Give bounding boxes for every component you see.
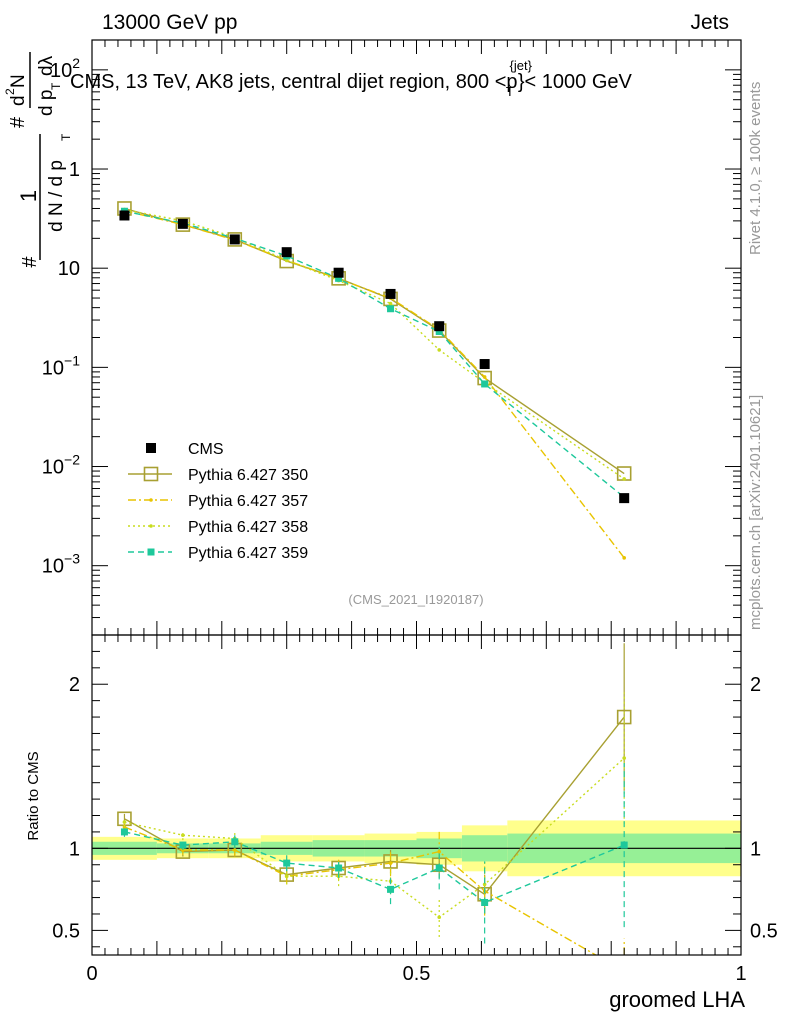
- mc-point: [335, 274, 343, 282]
- legend-label-3: Pythia 6.427 359: [188, 545, 308, 562]
- cms-point: [434, 321, 445, 332]
- x-tick-label: 0.5: [403, 963, 431, 985]
- mc-point: [481, 380, 489, 388]
- header-right: Jets: [690, 11, 729, 34]
- cms-point: [119, 210, 130, 221]
- svg-text:1: 1: [16, 190, 41, 202]
- ratio-point: [435, 864, 443, 872]
- ratio-point: [482, 882, 487, 887]
- cms-point: [385, 288, 396, 299]
- mc-point: [388, 301, 393, 306]
- legend-label-0: Pythia 6.427 350: [188, 467, 308, 484]
- ratio-y-tick-label: 2: [69, 674, 80, 696]
- svg-text:N: N: [8, 74, 29, 88]
- svg-text:#: #: [19, 256, 41, 268]
- svg-text:d N / d p: d N / d p: [46, 160, 67, 232]
- cms-point: [479, 359, 490, 370]
- mc-point: [387, 305, 395, 313]
- mc-point: [175, 217, 191, 232]
- x-axis-label: groomed LHA: [609, 987, 745, 1012]
- ratio-point: [283, 859, 291, 867]
- ratio-point: [620, 841, 628, 849]
- ratio-point: [387, 885, 395, 893]
- cms-point: [619, 493, 630, 504]
- ratio-point: [481, 898, 489, 906]
- ratio-point: [231, 838, 239, 846]
- svg-text:2: 2: [3, 88, 17, 95]
- ratio-y-tick-label-right: 1: [750, 838, 761, 860]
- svg-text:d: d: [8, 95, 29, 106]
- mc-point: [622, 477, 626, 481]
- main-y-label: # 1 d N / d p T # d 2 N d p T dλ: [3, 52, 73, 268]
- legend-label-1: Pythia 6.427 357: [188, 493, 308, 510]
- y-tick-label: 10−1: [42, 352, 80, 379]
- ratio-point: [437, 849, 442, 854]
- legend-marker-0: [143, 466, 159, 482]
- ratio-y-tick-label: 1: [69, 838, 80, 860]
- series-line-0: [124, 207, 625, 475]
- rivet-label: Rivet 4.1.0, ≥ 100k events: [747, 82, 764, 255]
- ratio-y-tick-label-right: 2: [750, 674, 761, 696]
- ratio-point: [437, 915, 442, 920]
- mc-point: [482, 375, 487, 379]
- header-left: 13000 GeV pp: [102, 11, 237, 34]
- title-sub: T: [506, 84, 514, 99]
- x-tick-label: 1: [735, 963, 746, 985]
- ratio-point: [335, 864, 343, 872]
- svg-text:T: T: [59, 133, 73, 141]
- series-line-2: [124, 208, 625, 480]
- series-layer: [117, 201, 632, 955]
- y-tick-label: 10−3: [42, 551, 80, 578]
- ratio-point: [232, 848, 237, 852]
- ratio-y-label: Ratio to CMS: [25, 751, 42, 840]
- cms-point: [281, 247, 292, 258]
- cms-point: [177, 218, 188, 229]
- ratio-point: [388, 861, 393, 865]
- mc-point: [435, 327, 443, 335]
- legend-marker-1: [149, 498, 153, 502]
- y-tick-label: 102: [50, 55, 80, 82]
- ratio-frame: [91, 634, 742, 956]
- ratio-point: [179, 841, 187, 849]
- ratio-point: [181, 833, 185, 838]
- legend-marker-cms: [146, 443, 156, 453]
- cms-point: [333, 267, 344, 278]
- svg-text:d p: d p: [36, 90, 57, 116]
- cms-point: [229, 234, 240, 245]
- analysis-id: (CMS_2021_I1920187): [348, 592, 483, 607]
- title-sup: {jet}: [510, 58, 533, 73]
- y-tick-label: 10−2: [42, 452, 80, 479]
- ratio-y-tick-label: 0.5: [52, 920, 80, 942]
- x-tick-label: 0: [86, 963, 97, 985]
- y-tick-label: 1: [69, 159, 80, 181]
- legend: CMS Pythia 6.427 350 Pythia 6.427 357 Pythi…: [128, 441, 308, 562]
- ratio-point: [622, 756, 626, 760]
- ratio-point: [122, 820, 127, 824]
- mc-point: [437, 348, 442, 352]
- svg-text:dλ: dλ: [36, 55, 57, 76]
- y-tick-label: 10: [58, 258, 80, 280]
- legend-label-2: Pythia 6.427 358: [188, 519, 308, 536]
- svg-text:T: T: [49, 82, 63, 90]
- ratio-point: [120, 828, 128, 836]
- legend-marker-2: [149, 524, 153, 528]
- mcplots-label: mcplots.cern.ch [arXiv:2401.10621]: [747, 395, 764, 630]
- mc-point: [284, 258, 289, 263]
- cms-layer: [119, 210, 630, 504]
- ratio-point: [284, 874, 289, 879]
- legend-marker-3: [147, 548, 155, 556]
- plot-title: CMS, 13 TeV, AK8 jets, central dijet reg…: [70, 58, 633, 99]
- svg-text:#: #: [7, 116, 29, 128]
- legend-label-cms: CMS: [188, 441, 224, 458]
- mc-point: [622, 556, 626, 560]
- ratio-y-tick-label-right: 0.5: [750, 920, 778, 942]
